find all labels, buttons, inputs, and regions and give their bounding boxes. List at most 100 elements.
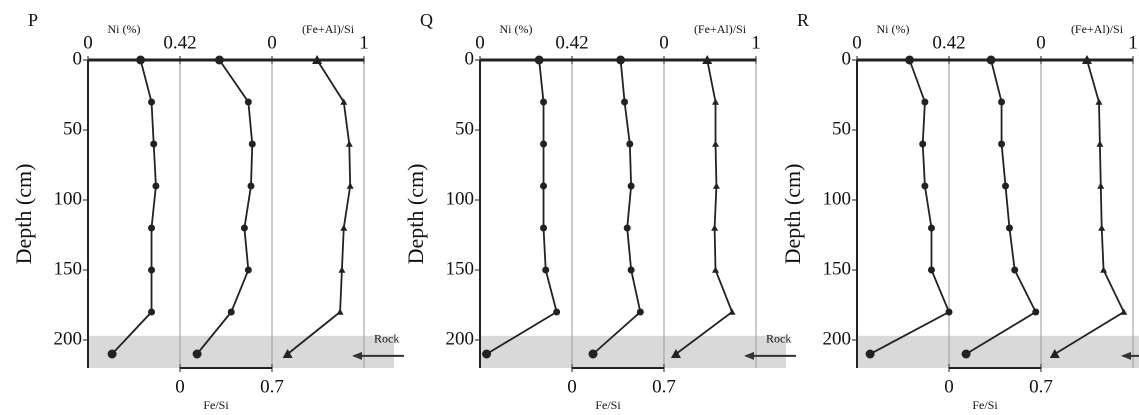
- y-tick-label: 200: [823, 328, 852, 349]
- x-tick-label: 0.7: [260, 376, 284, 397]
- marker: [152, 182, 160, 190]
- marker: [986, 55, 996, 65]
- y-tick-label: 100: [54, 188, 83, 209]
- y-tick-label: 150: [54, 258, 83, 279]
- series-name: Fe/Si: [203, 398, 229, 412]
- y-tick-label: 50: [455, 118, 474, 139]
- series-line: [965, 59, 1037, 355]
- y-tick-label: 50: [63, 118, 82, 139]
- series-line: [196, 59, 254, 355]
- panel: P 0 50 100 150 200 Depth (cm) 0 0.42 Ni (%) 0 0.7 Fe…: [11, 10, 404, 412]
- marker: [148, 98, 156, 106]
- marker: [247, 182, 255, 190]
- marker: [621, 98, 629, 106]
- marker: [728, 308, 736, 315]
- marker: [1097, 182, 1105, 189]
- rock-band: [88, 335, 394, 368]
- y-tick-label: 100: [823, 188, 852, 209]
- y-tick-label: 0: [73, 48, 83, 69]
- marker: [865, 349, 875, 359]
- y-tick-label: 0: [465, 48, 475, 69]
- marker: [192, 349, 202, 359]
- marker: [636, 308, 644, 316]
- x-tick-label: 1: [751, 32, 761, 53]
- marker: [340, 98, 348, 105]
- marker: [712, 266, 720, 273]
- marker: [227, 308, 235, 316]
- marker: [1011, 266, 1019, 274]
- x-tick-label: 0: [475, 32, 485, 53]
- panel-label: R: [797, 10, 809, 30]
- marker: [107, 349, 117, 359]
- y-tick-label: 0: [842, 48, 852, 69]
- series-line: [486, 59, 558, 355]
- arrow-head: [744, 351, 754, 360]
- panel: Q 0 50 100 150 200 Depth (cm) 0 0.42 Ni (%) 0 0.7 Fe…: [403, 10, 796, 412]
- y-tick-label: 200: [446, 328, 475, 349]
- marker: [712, 182, 720, 189]
- marker: [244, 266, 252, 274]
- marker: [927, 224, 935, 232]
- panel: R 0 50 100 150 200 Depth (cm) 0 0.42 Ni (%) 0 0.7 Fe…: [780, 10, 1139, 412]
- marker: [919, 140, 927, 148]
- marker: [702, 55, 713, 64]
- y-tick-label: 150: [823, 258, 852, 279]
- marker: [534, 55, 544, 65]
- marker: [542, 266, 550, 274]
- marker: [150, 140, 158, 148]
- marker: [616, 55, 626, 65]
- marker: [540, 182, 548, 190]
- series-name: (Fe+Al)/Si: [694, 22, 747, 36]
- x-tick-label: 0: [175, 376, 185, 397]
- marker: [336, 308, 344, 315]
- marker: [482, 349, 492, 359]
- marker: [1098, 224, 1106, 231]
- x-tick-label: 0: [83, 32, 93, 53]
- marker: [338, 266, 346, 273]
- marker: [626, 140, 634, 148]
- marker: [148, 266, 156, 274]
- marker: [1005, 224, 1013, 232]
- marker: [1049, 349, 1060, 358]
- annotation: Rock: [374, 332, 399, 346]
- marker: [998, 98, 1006, 106]
- marker: [248, 140, 256, 148]
- marker: [1100, 266, 1108, 273]
- marker: [540, 224, 548, 232]
- marker: [627, 182, 635, 190]
- marker: [282, 349, 293, 358]
- marker: [961, 349, 971, 359]
- marker: [945, 308, 953, 316]
- marker: [588, 349, 598, 359]
- marker: [540, 140, 548, 148]
- series-name: Fe/Si: [972, 398, 998, 412]
- marker: [148, 308, 156, 316]
- x-tick-label: 0.7: [1029, 376, 1053, 397]
- marker: [1095, 98, 1103, 105]
- marker: [921, 182, 929, 190]
- series-name: Ni (%): [877, 22, 910, 36]
- marker: [340, 224, 348, 231]
- marker: [1096, 140, 1104, 147]
- marker: [345, 140, 353, 147]
- panel-label: Q: [420, 10, 433, 30]
- series-name: Ni (%): [108, 22, 141, 36]
- series-name: (Fe+Al)/Si: [302, 22, 355, 36]
- x-tick-label: 1: [1128, 32, 1138, 53]
- series-line: [111, 59, 157, 355]
- x-tick-label: 0: [1036, 32, 1046, 53]
- marker: [623, 224, 631, 232]
- marker: [540, 98, 548, 106]
- marker: [921, 98, 929, 106]
- marker: [670, 349, 681, 358]
- arrow-head: [1121, 351, 1131, 360]
- arrow-head: [352, 351, 362, 360]
- x-tick-label: 1: [359, 32, 369, 53]
- series-line: [675, 59, 734, 355]
- series-line: [1054, 59, 1125, 355]
- marker: [346, 182, 354, 189]
- series-name: Ni (%): [500, 22, 533, 36]
- marker: [627, 266, 635, 274]
- marker: [905, 55, 915, 65]
